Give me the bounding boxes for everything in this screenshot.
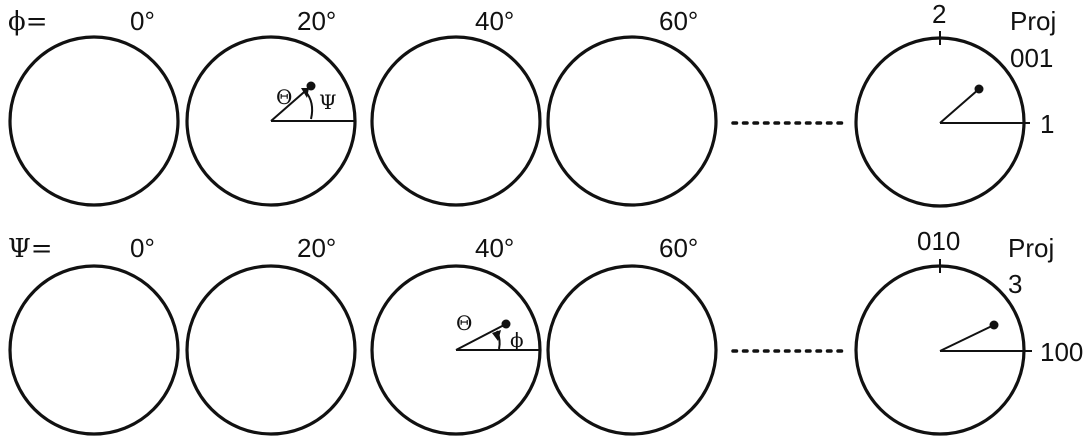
row-psi-projection-pole-dot (989, 320, 999, 330)
row-phi-projection: 2 1 Proj 001 (854, 0, 1056, 208)
row-psi-angle-40: 40° (475, 233, 514, 263)
row-psi-variable-label: Ψ= (8, 234, 53, 264)
row-phi-projection-pole-dot (974, 84, 984, 94)
row-psi-angle-0: 0° (130, 233, 155, 263)
row-phi-circle-0 (8, 35, 180, 207)
row-phi-angle-20: 20° (297, 6, 336, 36)
row-phi-circle-40 (370, 35, 542, 207)
row-phi-angle-40: 40° (475, 6, 514, 36)
row-phi: ϕ= 0° 20° 40° 60° Θ Ψ 2 1 Proj (8, 0, 1056, 208)
row-phi-projection-pole-vector (939, 88, 980, 124)
row-psi-projection-title-line1: Proj (1008, 233, 1054, 263)
row-psi-pole-dot (501, 319, 511, 329)
row-psi-projection-right-axis-label: 100 (1040, 337, 1083, 367)
row-psi-circle-0 (8, 264, 180, 436)
row-phi-psi-label: Ψ (319, 90, 337, 114)
row-psi-phi-label: ϕ (510, 328, 524, 352)
row-phi-projection-title-line2: 001 (1010, 43, 1053, 73)
row-psi-circle-40-group: Θ ϕ (370, 264, 542, 436)
row-psi-circle-60 (546, 264, 718, 436)
row-psi-projection-title-line2: 3 (1008, 269, 1022, 299)
row-psi-projection-top-axis-label: 010 (917, 226, 960, 256)
row-phi-psi-arrowhead (301, 88, 309, 98)
row-phi-angle-0: 0° (130, 6, 155, 36)
row-psi-angle-20: 20° (297, 233, 336, 263)
row-phi-projection-title-line1: Proj (1010, 6, 1056, 36)
row-psi-phi-arrowhead (492, 330, 501, 341)
row-psi-pole-vector (455, 323, 507, 351)
row-psi-projection: 010 100 Proj 3 (854, 226, 1083, 436)
row-psi-projection-pole-vector (939, 324, 995, 352)
row-psi: Ψ= 0° 20° 40° 60° Θ ϕ 010 100 Proj (8, 226, 1083, 436)
row-phi-variable-label: ϕ= (8, 7, 48, 37)
row-psi-circle-20 (185, 264, 357, 436)
row-phi-projection-top-axis-label: 2 (932, 0, 946, 29)
row-phi-projection-right-axis-label: 1 (1040, 109, 1054, 139)
row-phi-circle-20-group: Θ Ψ (185, 35, 357, 207)
row-phi-theta-label: Θ (276, 85, 292, 109)
row-psi-angle-60: 60° (659, 233, 698, 263)
row-psi-theta-label: Θ (456, 311, 472, 335)
row-phi-angle-60: 60° (659, 6, 698, 36)
row-phi-circle-60 (546, 35, 718, 207)
